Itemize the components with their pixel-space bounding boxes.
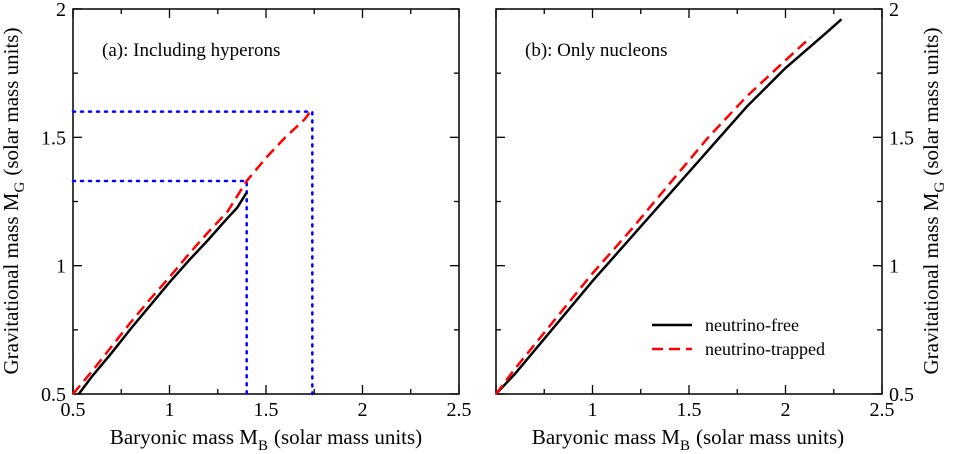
ticks-a: 0.5 1 1.5 2 2.5 0.5 1 1.5 2 [41,0,472,421]
legend-label-neutrino-trapped: neutrino-trapped [705,339,825,359]
ticks-b: 1 1.5 2 2.50.5 1 1.5 2 [495,0,914,421]
x-tick-label: 0.5 [61,399,86,421]
x-tick-label: 2 [781,399,791,421]
reference-line-2 [71,110,314,396]
panel-a: 0.5 1 1.5 2 2.5 0.5 1 1.5 2 (a): Including hyper… [0,0,472,454]
x-tick-label: 1.5 [254,399,279,421]
x-tick-label: 1.5 [677,399,702,421]
reference-lines-a [71,110,314,396]
series-layer-a [72,110,312,395]
y-tick-label: 1 [56,256,66,278]
series-layer-b [495,18,843,395]
series-line-neutrino-trapped [72,110,312,395]
series-line-neutrino-free [495,18,843,395]
y-tick-label: 0.5 [41,384,66,406]
x-tick-label: 1 [165,399,175,421]
reference-line-1 [71,179,248,396]
series-line-neutrino-free [77,191,248,395]
x-axis-label-a: Baryonic mass MB (solar mass units) [110,425,422,454]
y-axis-label-a: Gravitational mass MG(solar mass units) [0,28,28,375]
y-tick-label: 1.5 [889,127,914,149]
x-tick-label: 2.5 [870,399,895,421]
y-tick-label: 1.5 [41,127,66,149]
series-line-neutrino-trapped [495,36,812,395]
plot-frame-b [495,8,883,395]
x-tick-label: 2 [358,399,368,421]
x-tick-label: 1 [588,399,598,421]
y-tick-label: 2 [56,0,66,21]
y-tick-label: 1 [889,256,899,278]
panel-b-annotation: (b): Only nucleons [525,40,667,61]
y-tick-label: 0.5 [889,384,914,406]
x-tick-label: 2.5 [447,399,472,421]
legend-label-neutrino-free: neutrino-free [705,315,799,335]
y-axis-label-b: Gravitational mass MG(solar mass units) [919,28,948,375]
legend: neutrino-free neutrino-trapped [652,315,825,359]
y-tick-label: 2 [889,0,899,21]
x-axis-label-b: Baryonic mass MB (solar mass units) [532,425,844,454]
plot-frame-a [72,8,460,395]
panel-b: 1 1.5 2 2.50.5 1 1.5 2 (b): Only nucleons neut… [495,0,948,454]
panel-a-annotation: (a): Including hyperons [102,40,280,61]
